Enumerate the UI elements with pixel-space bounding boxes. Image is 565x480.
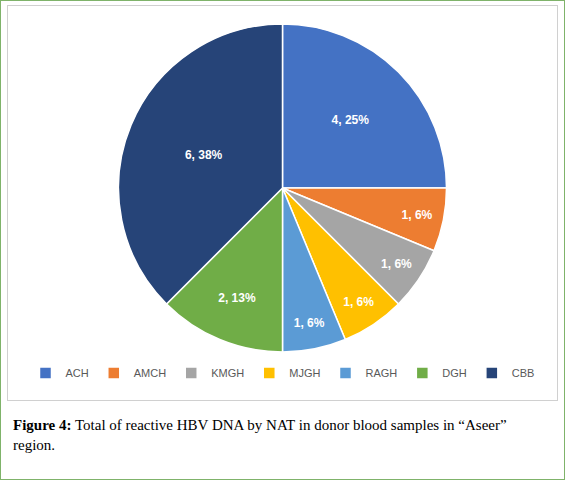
svg-text:1, 6%: 1, 6%	[343, 295, 374, 309]
svg-text:KMGH: KMGH	[211, 367, 244, 379]
svg-text:2, 13%: 2, 13%	[218, 291, 256, 305]
svg-text:AMCH: AMCH	[134, 367, 166, 379]
svg-text:RAGH: RAGH	[366, 367, 398, 379]
svg-text:CBB: CBB	[512, 367, 535, 379]
svg-text:ACH: ACH	[66, 367, 89, 379]
svg-text:4, 25%: 4, 25%	[332, 113, 370, 127]
html-text:Figure 4: Total of reactive HB: Figure 4: Total of reactive HBV DNA by N…	[13, 417, 507, 454]
svg-text:MJGH: MJGH	[289, 367, 320, 379]
svg-text:1, 6%: 1, 6%	[381, 257, 412, 271]
svg-text:DGH: DGH	[442, 367, 467, 379]
svg-text:1, 6%: 1, 6%	[402, 208, 433, 222]
svg-text:1, 6%: 1, 6%	[294, 316, 325, 330]
svg-text:6, 38%: 6, 38%	[185, 148, 223, 162]
